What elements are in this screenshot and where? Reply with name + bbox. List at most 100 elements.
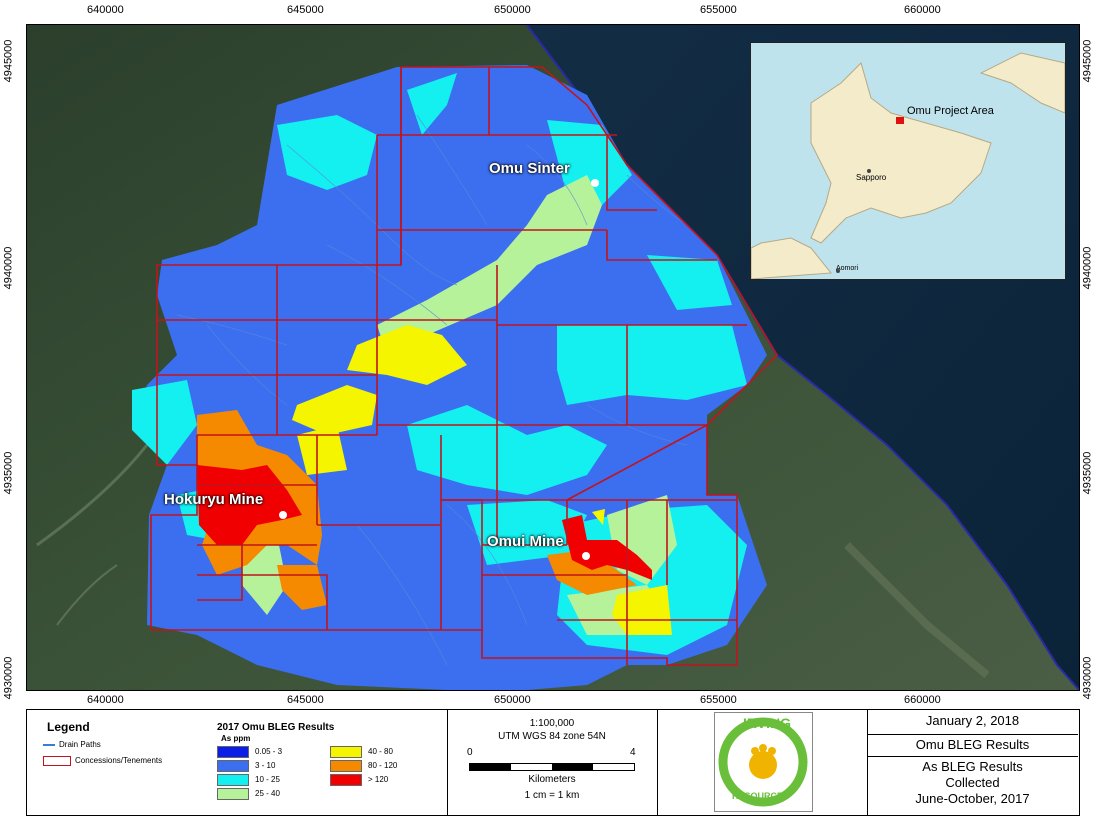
class-swatch xyxy=(217,774,249,786)
omui-mine-marker[interactable] xyxy=(582,552,590,560)
right-tick-4935000: 4935000 xyxy=(1081,451,1094,495)
top-tick-640000: 640000 xyxy=(87,4,124,16)
left-tick-4930000: 4930000 xyxy=(2,656,15,700)
zone-10-25[interactable] xyxy=(407,405,607,495)
bottom-tick-655000: 655000 xyxy=(700,694,737,706)
bottom-tick-640000: 640000 xyxy=(87,694,124,706)
scale-projection: UTM WGS 84 zone 54N xyxy=(498,731,606,742)
class-swatch xyxy=(330,774,362,786)
zone-10-25[interactable] xyxy=(647,255,732,310)
omu-sinter-label: Omu Sinter xyxy=(489,160,570,177)
farmland xyxy=(844,542,990,679)
aomori-dot xyxy=(836,269,840,273)
hokuryu-mine-label: Hokuryu Mine xyxy=(164,491,264,508)
honshu-land xyxy=(751,237,832,279)
project-area-marker[interactable] xyxy=(896,117,904,124)
zone-80-120[interactable] xyxy=(277,565,327,610)
scale-max: 4 xyxy=(630,747,636,758)
concession-boundaries xyxy=(150,66,779,666)
zone-25-40[interactable] xyxy=(377,175,602,355)
class-swatch xyxy=(330,746,362,758)
date-box: January 2, 2018 xyxy=(867,710,1078,735)
legend-class-4: 40 - 80 xyxy=(330,746,393,758)
zone-10-25[interactable] xyxy=(132,380,197,465)
legend-class-5: 80 - 120 xyxy=(330,760,397,772)
class-label: > 120 xyxy=(368,775,389,785)
project-area-label: Omu Project Area xyxy=(907,105,994,117)
aomori-label: Aomori xyxy=(836,265,859,272)
legend-class-6: > 120 xyxy=(330,774,388,786)
right-tick-4945000: 4945000 xyxy=(1081,39,1094,83)
scale-equivalence: 1 cm = 1 km xyxy=(524,790,580,801)
left-tick-4940000: 4940000 xyxy=(2,246,15,290)
class-label: 25 - 40 xyxy=(255,789,280,799)
legend-class-1: 3 - 10 xyxy=(217,760,275,772)
logo-panel: IRVING RESOURCES xyxy=(657,710,868,815)
map-title: Omu BLEG Results xyxy=(915,737,1030,752)
title-box: Omu BLEG Results xyxy=(867,734,1078,757)
top-tick-650000: 650000 xyxy=(494,4,531,16)
hokkaido-land xyxy=(810,62,992,244)
legend-title: Legend xyxy=(47,720,90,734)
class-label: 40 - 80 xyxy=(368,747,393,757)
top-tick-655000: 655000 xyxy=(700,4,737,16)
hokuryu-mine-marker[interactable] xyxy=(279,511,287,519)
inset-map[interactable]: Omu Project Area Sapporo Aomori xyxy=(750,42,1066,280)
class-swatch xyxy=(330,760,362,772)
zone-10-25[interactable] xyxy=(557,325,747,405)
info-line1: As BLEG Results xyxy=(922,759,1023,774)
drain-paths xyxy=(176,114,688,666)
logo-text-bottom: RESOURCES xyxy=(732,791,790,801)
class-label: 10 - 25 xyxy=(255,775,280,785)
scale-bar xyxy=(469,763,635,771)
legend-class-3: 25 - 40 xyxy=(217,788,280,800)
zone-80-120[interactable] xyxy=(547,550,637,595)
drain-path-swatch xyxy=(43,743,55,746)
right-tick-4930000: 4930000 xyxy=(1081,656,1094,700)
zone-10-25[interactable] xyxy=(277,115,377,190)
zone-40-80[interactable] xyxy=(297,425,347,475)
bottom-tick-650000: 650000 xyxy=(494,694,531,706)
legend-class-0: 0.05 - 3 xyxy=(217,746,282,758)
inset-svg xyxy=(751,43,1065,279)
sapporo-dot xyxy=(867,169,871,173)
irving-logo-svg xyxy=(718,717,808,807)
map-date: January 2, 2018 xyxy=(925,713,1020,728)
results-title: 2017 Omu BLEG Results xyxy=(217,722,335,733)
bottom-tick-645000: 645000 xyxy=(287,694,324,706)
logo-text-top: IRVING xyxy=(743,715,791,731)
top-tick-660000: 660000 xyxy=(904,4,941,16)
zone-gt-120[interactable] xyxy=(562,515,652,580)
zone-40-80[interactable] xyxy=(292,385,377,435)
info-line2: Collected xyxy=(945,775,1000,790)
class-swatch xyxy=(217,746,249,758)
right-tick-4940000: 4940000 xyxy=(1081,246,1094,290)
top-tick-645000: 645000 xyxy=(287,4,324,16)
irving-logo: IRVING RESOURCES xyxy=(714,712,813,812)
drain-path-label: Drain Paths xyxy=(59,740,101,749)
concession-label: Concessions/Tenements xyxy=(75,756,163,766)
omui-mine-label: Omui Mine xyxy=(487,533,564,550)
class-label: 0.05 - 3 xyxy=(255,747,283,757)
left-tick-4945000: 4945000 xyxy=(2,39,15,83)
concession-swatch xyxy=(43,756,71,766)
info-panel: January 2, 2018 Omu BLEG Results As BLEG… xyxy=(867,710,1078,815)
zone-10-25[interactable] xyxy=(407,73,457,135)
zone-40-80[interactable] xyxy=(592,509,605,525)
sapporo-label: Sapporo xyxy=(856,173,887,182)
omu-sinter-marker[interactable] xyxy=(591,179,599,187)
class-swatch xyxy=(217,760,249,772)
river xyxy=(56,564,118,626)
scale-panel: 1:100,000 UTM WGS 84 zone 54N 0 4 Kilome… xyxy=(447,710,658,815)
legend-drain-paths: Drain Paths xyxy=(43,740,101,749)
legend-panel: Legend Drain Paths Concessions/Tenements… xyxy=(27,710,448,815)
scale-unit: Kilometers xyxy=(528,774,576,785)
title-block: Legend Drain Paths Concessions/Tenements… xyxy=(26,709,1080,816)
legend-concessions: Concessions/Tenements xyxy=(43,756,162,766)
results-units: As ppm xyxy=(221,734,251,743)
legend-class-2: 10 - 25 xyxy=(217,774,280,786)
scale-zero: 0 xyxy=(467,747,473,758)
info-line3: June-October, 2017 xyxy=(915,791,1030,806)
bottom-tick-660000: 660000 xyxy=(904,694,941,706)
